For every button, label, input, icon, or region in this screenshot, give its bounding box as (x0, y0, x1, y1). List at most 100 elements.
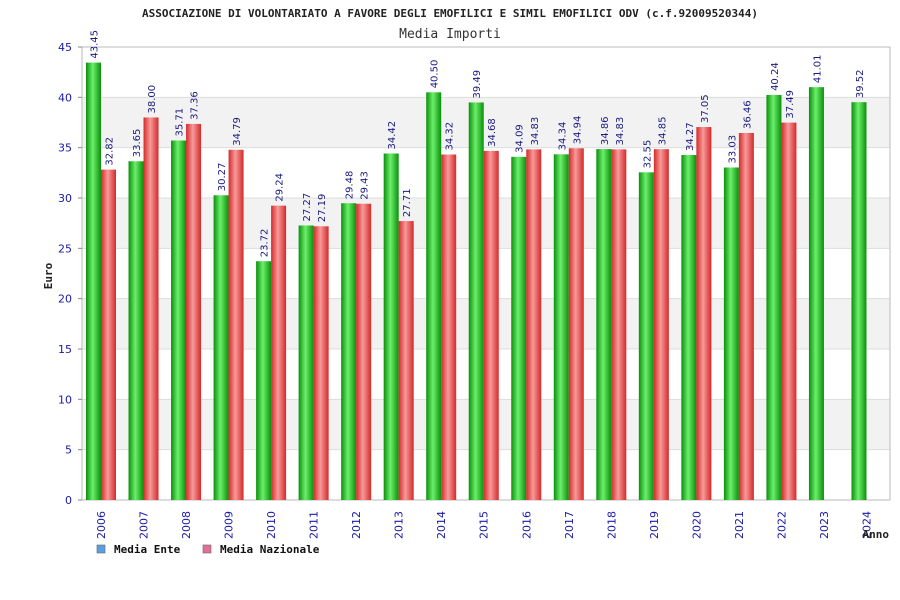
value-label: 34.34 (557, 122, 568, 151)
bar-media-ente (766, 94, 782, 501)
bar-media-nazionale (738, 132, 754, 500)
y-axis-label: Euro (42, 262, 55, 289)
y-axis-ticks: 0 5 10 15 20 25 30 35 40 45 (58, 41, 82, 507)
x-axis-label: Anno (863, 528, 890, 541)
bar-media-nazionale (143, 117, 159, 500)
value-label: 34.32 (445, 122, 456, 151)
bar-media-ente (511, 156, 527, 500)
x-tick-label: 2010 (265, 511, 278, 539)
bar-media-nazionale (356, 203, 372, 500)
value-label: 34.86 (600, 116, 611, 145)
bar-media-ente (596, 149, 612, 501)
y-tick-label: 35 (58, 142, 72, 155)
bar-media-ente (638, 172, 654, 500)
bar-media-ente (298, 225, 314, 500)
x-tick-label: 2016 (520, 511, 533, 539)
x-tick-label: 2011 (308, 511, 321, 539)
value-label: 34.68 (487, 118, 498, 147)
bar-media-nazionale (271, 205, 287, 500)
value-label: 34.94 (572, 116, 583, 145)
bar-media-nazionale (483, 150, 499, 500)
value-label: 34.83 (615, 117, 626, 146)
x-tick-label: 2014 (435, 511, 448, 539)
value-label: 37.05 (700, 94, 711, 123)
bar-media-nazionale (228, 149, 244, 500)
x-tick-label: 2020 (690, 511, 703, 539)
x-tick-label: 2006 (95, 511, 108, 539)
value-label: 34.42 (387, 121, 398, 150)
value-label: 29.48 (345, 171, 356, 200)
value-label: 23.72 (260, 229, 271, 258)
value-label: 32.55 (642, 140, 653, 169)
bar-media-nazionale (441, 154, 457, 500)
bar-media-nazionale (653, 149, 669, 500)
bar-media-ente (213, 195, 229, 501)
legend: Media Ente Media Nazionale (96, 543, 320, 556)
bar-media-nazionale (398, 221, 414, 500)
y-tick-label: 40 (58, 91, 72, 104)
bar-media-nazionale (568, 148, 584, 500)
value-label: 34.85 (657, 117, 668, 146)
y-tick-label: 0 (65, 494, 72, 507)
value-label: 34.27 (685, 122, 696, 151)
value-label: 33.03 (727, 135, 738, 164)
y-tick-label: 5 (65, 444, 72, 457)
x-tick-label: 2015 (478, 511, 491, 539)
bar-media-nazionale (526, 149, 542, 501)
x-tick-label: 2019 (648, 511, 661, 539)
value-labels: 43.45 32.82 33.65 38.00 35.71 37.36 30.27 34.79… (90, 30, 866, 257)
x-tick-label: 2024 (860, 511, 873, 539)
value-label: 34.83 (530, 117, 541, 146)
x-tick-label: 2021 (733, 511, 746, 539)
value-label: 34.09 (515, 124, 526, 153)
x-axis-ticks: 2006 2007 2008 2009 2010 2011 2012 2013 2014 2015… (95, 511, 873, 539)
value-label: 35.71 (175, 108, 186, 137)
legend-swatch-nazionale (202, 544, 212, 554)
bar-media-ente (383, 153, 399, 500)
x-tick-label: 2008 (180, 511, 193, 539)
legend-label-ente: Media Ente (114, 543, 181, 556)
plot-band (82, 97, 890, 148)
bar-media-nazionale (611, 149, 627, 501)
y-tick-label: 10 (58, 393, 72, 406)
bar-media-ente (723, 167, 739, 501)
value-label: 29.24 (275, 173, 286, 202)
value-label: 27.27 (302, 193, 313, 222)
bar-media-nazionale (186, 123, 202, 500)
bar-media-ente (256, 261, 272, 500)
value-label: 33.65 (132, 129, 143, 158)
value-label: 39.52 (855, 70, 866, 99)
bar-media-ente (681, 155, 697, 501)
chart-title: ASSOCIAZIONE DI VOLONTARIATO A FAVORE DE… (142, 7, 758, 20)
bar-media-nazionale (781, 122, 797, 500)
x-tick-label: 2023 (818, 511, 831, 539)
value-label: 39.49 (472, 70, 483, 99)
value-label: 37.36 (190, 91, 201, 120)
bar-media-ente (851, 102, 867, 500)
bar-media-nazionale (696, 127, 712, 500)
y-tick-label: 15 (58, 343, 72, 356)
value-label: 36.46 (742, 100, 753, 129)
x-tick-label: 2013 (393, 511, 406, 539)
value-label: 27.71 (402, 188, 413, 217)
value-label: 40.50 (430, 60, 441, 89)
value-label: 32.82 (105, 137, 116, 166)
x-tick-label: 2017 (563, 511, 576, 539)
value-label: 41.01 (812, 55, 823, 84)
bar-media-nazionale (313, 226, 329, 500)
bar-media-ente (86, 62, 101, 500)
value-label: 40.24 (770, 62, 781, 91)
value-label: 43.45 (90, 30, 101, 59)
bar-media-ente (808, 87, 824, 500)
x-tick-label: 2009 (223, 511, 236, 539)
bar-media-ente (426, 92, 442, 501)
bar-media-nazionale (101, 169, 116, 500)
chart-subtitle: Media Importi (399, 27, 501, 42)
y-tick-label: 25 (58, 242, 72, 255)
value-label: 29.43 (360, 171, 371, 200)
x-tick-label: 2007 (138, 511, 151, 539)
y-tick-label: 20 (58, 293, 72, 306)
bar-media-ente (171, 140, 187, 500)
value-label: 34.79 (232, 117, 243, 146)
